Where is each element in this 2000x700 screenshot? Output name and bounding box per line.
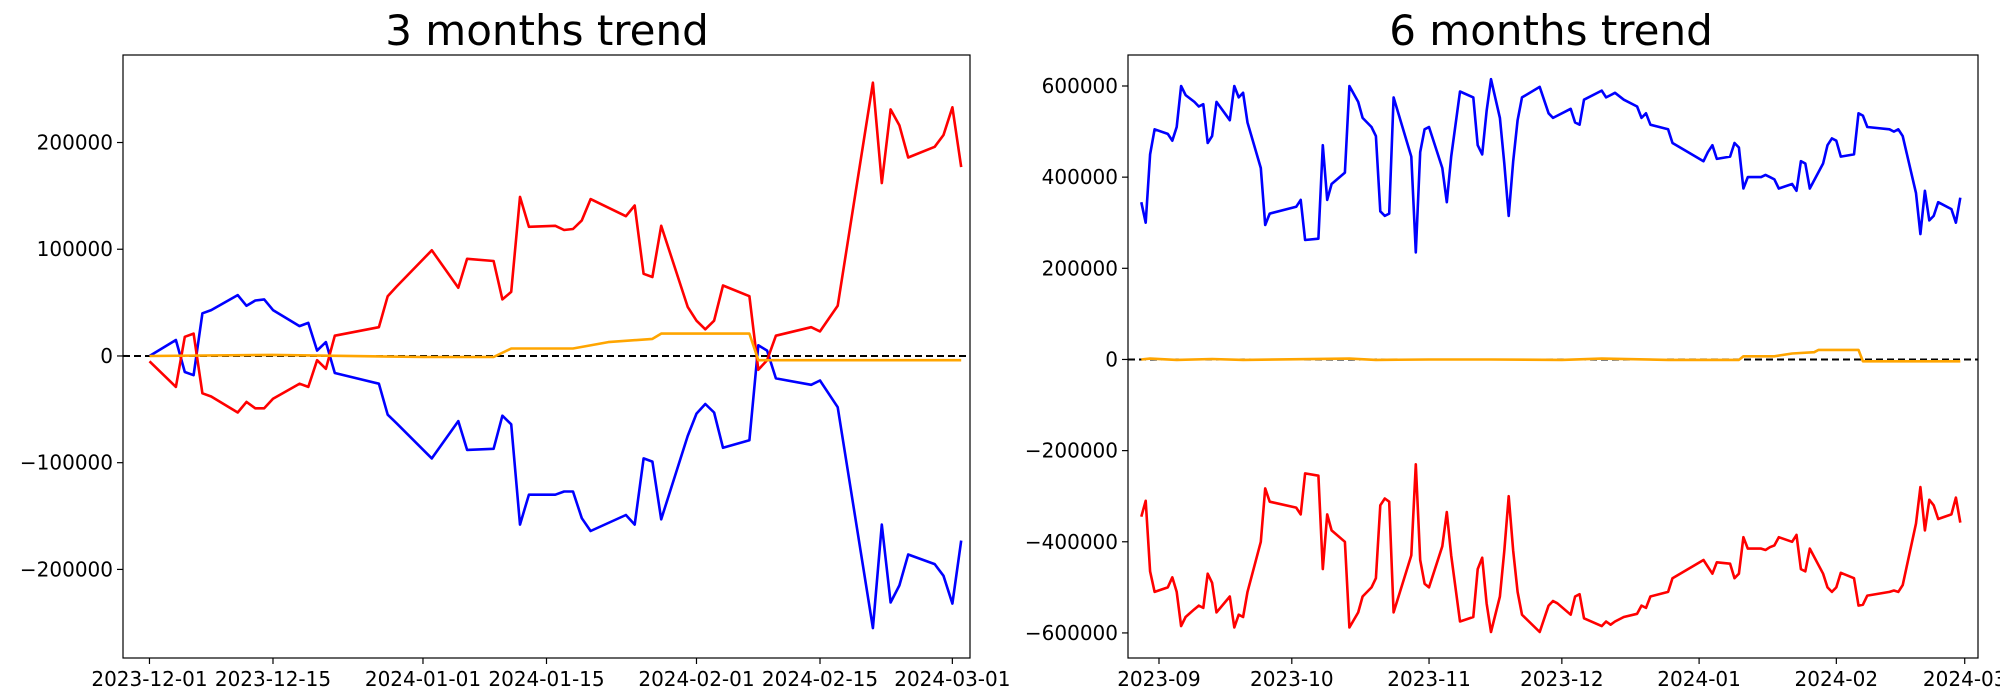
y-tick-label: 0	[100, 344, 113, 368]
series-line-1	[148, 293, 963, 630]
left-chart-panel: 3 months trend 200000 100000 0 −100000 −2000…	[20, 6, 1011, 691]
right-chart-panel: 6 months trend 600000 400000 200000 0 −20000…	[1025, 6, 2000, 691]
x-tick-label: 2024-01-15	[488, 667, 604, 691]
x-tick-label: 2023-11	[1387, 667, 1471, 691]
plot-frame	[1127, 54, 1979, 659]
y-tick-label: −600000	[1025, 621, 1118, 645]
y-tick-label: −200000	[20, 557, 113, 581]
x-tick-label: 2024-01-01	[365, 667, 481, 691]
y-tick-label: 200000	[37, 131, 113, 155]
y-tick-label: −100000	[20, 451, 113, 475]
chart-title: 6 months trend	[1389, 6, 1713, 55]
x-tick-label: 2024-02-15	[762, 667, 878, 691]
y-tick-label: −200000	[1025, 439, 1118, 463]
series-line-3	[149, 332, 962, 362]
x-tick-label: 2024-03-01	[894, 667, 1010, 691]
y-tick-label: 600000	[1042, 74, 1118, 98]
y-tick-label: −400000	[1025, 530, 1118, 554]
x-tick-label: 2023-12	[1520, 667, 1604, 691]
x-tick-label: 2023-12-15	[215, 667, 331, 691]
x-tick-label: 2024-03	[1923, 667, 2000, 691]
x-tick-label: 2023-10	[1250, 667, 1334, 691]
series-line-2	[148, 81, 963, 414]
series-line-2	[1140, 462, 1962, 634]
x-tick-label: 2024-02	[1795, 667, 1879, 691]
series-line-3	[1141, 348, 1961, 363]
x-tick-label: 2024-02-01	[638, 667, 754, 691]
y-tick-label: 200000	[1042, 256, 1118, 280]
x-tick-label: 2023-12-01	[91, 667, 207, 691]
series-line-1	[1140, 77, 1962, 254]
y-tick-label: 100000	[37, 237, 113, 261]
chart-title: 3 months trend	[385, 6, 709, 55]
y-tick-label: 400000	[1042, 165, 1118, 189]
y-tick-label: 0	[1105, 347, 1118, 371]
x-tick-label: 2023-09	[1117, 667, 1201, 691]
x-tick-label: 2024-01	[1657, 667, 1741, 691]
